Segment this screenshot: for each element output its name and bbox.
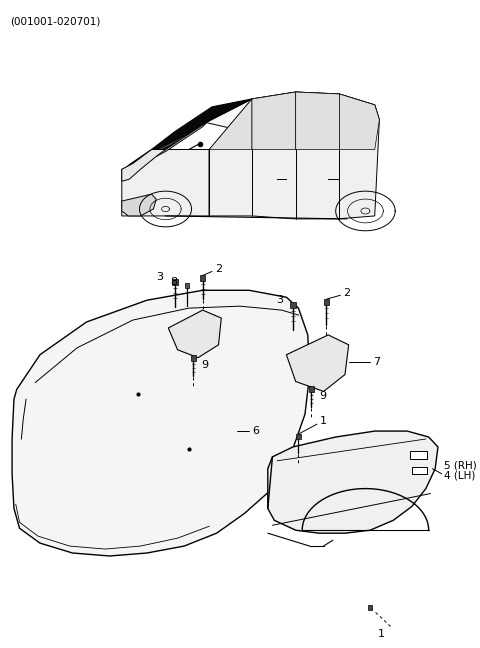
Polygon shape xyxy=(124,99,252,169)
Bar xyxy=(200,275,205,281)
Text: 6: 6 xyxy=(252,426,259,436)
Text: 9: 9 xyxy=(201,360,208,369)
Bar xyxy=(290,302,296,308)
Polygon shape xyxy=(12,290,310,556)
Text: 3: 3 xyxy=(156,272,164,283)
Polygon shape xyxy=(156,122,207,156)
Text: 4 (LH): 4 (LH) xyxy=(444,470,475,481)
Bar xyxy=(185,283,189,288)
Polygon shape xyxy=(122,150,166,181)
Polygon shape xyxy=(339,94,379,150)
Bar xyxy=(309,386,314,393)
Text: 8: 8 xyxy=(170,277,178,287)
Polygon shape xyxy=(287,335,348,391)
Text: (001001-020701): (001001-020701) xyxy=(10,17,101,27)
Text: 9: 9 xyxy=(319,391,326,401)
Bar xyxy=(191,354,196,361)
Bar xyxy=(172,279,178,285)
Bar xyxy=(410,451,427,459)
Polygon shape xyxy=(168,310,221,358)
Text: 1: 1 xyxy=(378,629,384,640)
Bar xyxy=(368,605,372,610)
Polygon shape xyxy=(296,92,339,150)
Text: 2: 2 xyxy=(215,264,222,275)
Text: 3: 3 xyxy=(276,295,284,305)
Polygon shape xyxy=(203,92,379,135)
Text: 1: 1 xyxy=(320,416,327,426)
Bar xyxy=(412,467,427,474)
Text: 2: 2 xyxy=(343,288,350,298)
Text: 5 (RH): 5 (RH) xyxy=(444,461,476,470)
Polygon shape xyxy=(122,150,209,216)
Polygon shape xyxy=(252,92,296,150)
Polygon shape xyxy=(209,92,379,219)
Polygon shape xyxy=(268,431,438,533)
Bar xyxy=(296,434,301,439)
Text: 7: 7 xyxy=(373,356,380,367)
Polygon shape xyxy=(122,194,156,216)
Polygon shape xyxy=(209,99,252,150)
Bar xyxy=(324,299,329,305)
